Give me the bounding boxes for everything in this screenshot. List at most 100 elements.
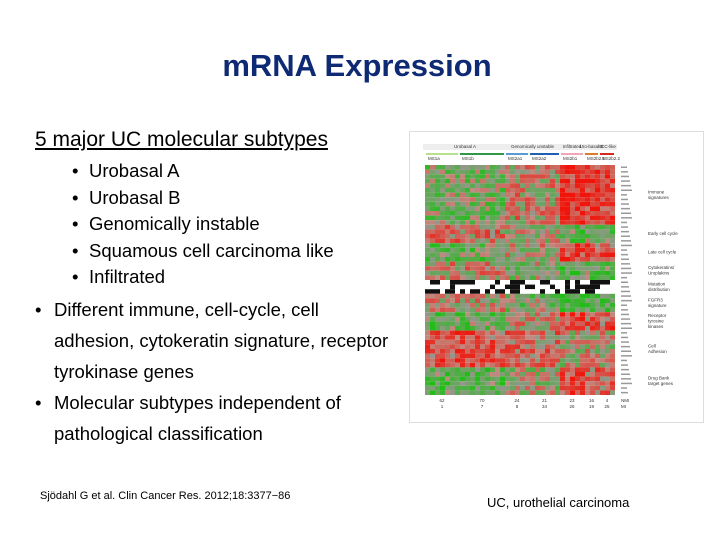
heat-cell (600, 243, 605, 248)
heat-cell (450, 188, 455, 193)
heat-cell (555, 376, 560, 382)
heat-cell (580, 183, 585, 188)
heat-cell (490, 201, 495, 207)
heat-cell (590, 293, 595, 299)
heat-cell (575, 362, 580, 368)
heat-cell (585, 362, 590, 368)
heat-cell (500, 229, 505, 234)
heat-cell (480, 284, 485, 290)
heat-cell (595, 321, 600, 326)
heat-cell (450, 362, 455, 368)
heat-cell (450, 335, 455, 340)
heat-cell (475, 307, 480, 313)
heat-cell (435, 316, 440, 322)
heat-cell (530, 261, 535, 267)
heat-cell (530, 224, 535, 230)
heat-cell (515, 385, 520, 391)
heat-cell (495, 385, 500, 391)
heat-cell (435, 220, 440, 225)
count-label: 70 (479, 398, 485, 403)
heat-cell (585, 280, 590, 285)
heat-cell (450, 215, 455, 221)
heat-cell (545, 206, 550, 211)
heat-cell (610, 275, 615, 280)
heat-cell (565, 224, 570, 230)
heat-cell (490, 344, 495, 349)
heat-cell (580, 289, 585, 294)
heat-cell (530, 243, 535, 248)
heat-cell (535, 252, 540, 257)
heat-cell (560, 174, 565, 179)
heat-cell (600, 280, 605, 285)
heat-cell (495, 339, 500, 345)
heat-cell (505, 257, 510, 262)
heat-cell (425, 211, 430, 216)
gene-name-stub (621, 198, 628, 201)
heat-cell (585, 238, 590, 244)
heat-cell (590, 284, 595, 290)
heat-cell (585, 174, 590, 179)
heat-cell (595, 289, 600, 294)
heat-cell (550, 326, 555, 331)
heat-cell (540, 367, 545, 372)
heat-cell (495, 243, 500, 248)
heat-cell (560, 252, 565, 257)
heat-cell (590, 298, 595, 303)
heat-cell (605, 289, 610, 294)
heat-cell (505, 192, 510, 198)
heat-cell (560, 372, 565, 377)
heat-cell (585, 169, 590, 175)
heat-cell (510, 307, 515, 313)
heat-cell (540, 247, 545, 253)
heat-cell (585, 339, 590, 345)
heat-cell (575, 165, 580, 170)
heat-cell (570, 330, 575, 336)
heat-cell (465, 234, 470, 239)
cluster-label: MS2a1 (508, 156, 523, 161)
gene-name-stub (621, 272, 632, 274)
heat-cell (470, 344, 475, 349)
heat-cell (440, 385, 445, 391)
heat-cell (470, 330, 475, 336)
heat-cell (600, 165, 605, 170)
heat-cell (545, 307, 550, 313)
heat-cell (445, 335, 450, 340)
heat-cell (480, 206, 485, 211)
heat-cell (555, 169, 560, 175)
heat-cell (590, 197, 595, 202)
heat-cell (555, 247, 560, 253)
heat-cell (610, 339, 615, 345)
heat-cell (505, 229, 510, 234)
heat-cell (590, 188, 595, 193)
heat-cell (600, 326, 605, 331)
heat-cell (510, 312, 515, 317)
heat-cell (505, 326, 510, 331)
heat-cell (550, 289, 555, 294)
heat-cell (595, 284, 600, 290)
heat-cell (425, 234, 430, 239)
heat-cell (575, 280, 580, 285)
heat-cell (505, 335, 510, 340)
heat-cell (535, 385, 540, 391)
heat-cell (575, 298, 580, 303)
heat-cell (455, 266, 460, 271)
heat-cell (605, 229, 610, 234)
heat-cell (540, 344, 545, 349)
heat-cell (460, 247, 465, 253)
heat-cell (455, 326, 460, 331)
heat-cell (480, 261, 485, 267)
heat-cell (475, 201, 480, 207)
heat-cell (490, 211, 495, 216)
heat-cell (535, 376, 540, 382)
heat-cell (555, 326, 560, 331)
heat-cell (550, 192, 555, 198)
heat-cell (485, 376, 490, 382)
heat-cell (490, 289, 495, 294)
heat-cell (540, 215, 545, 221)
heat-cell (485, 238, 490, 244)
heat-cell (430, 349, 435, 354)
heat-cell (555, 215, 560, 221)
heat-cell (520, 224, 525, 230)
heat-cell (600, 321, 605, 326)
heat-cell (445, 275, 450, 280)
